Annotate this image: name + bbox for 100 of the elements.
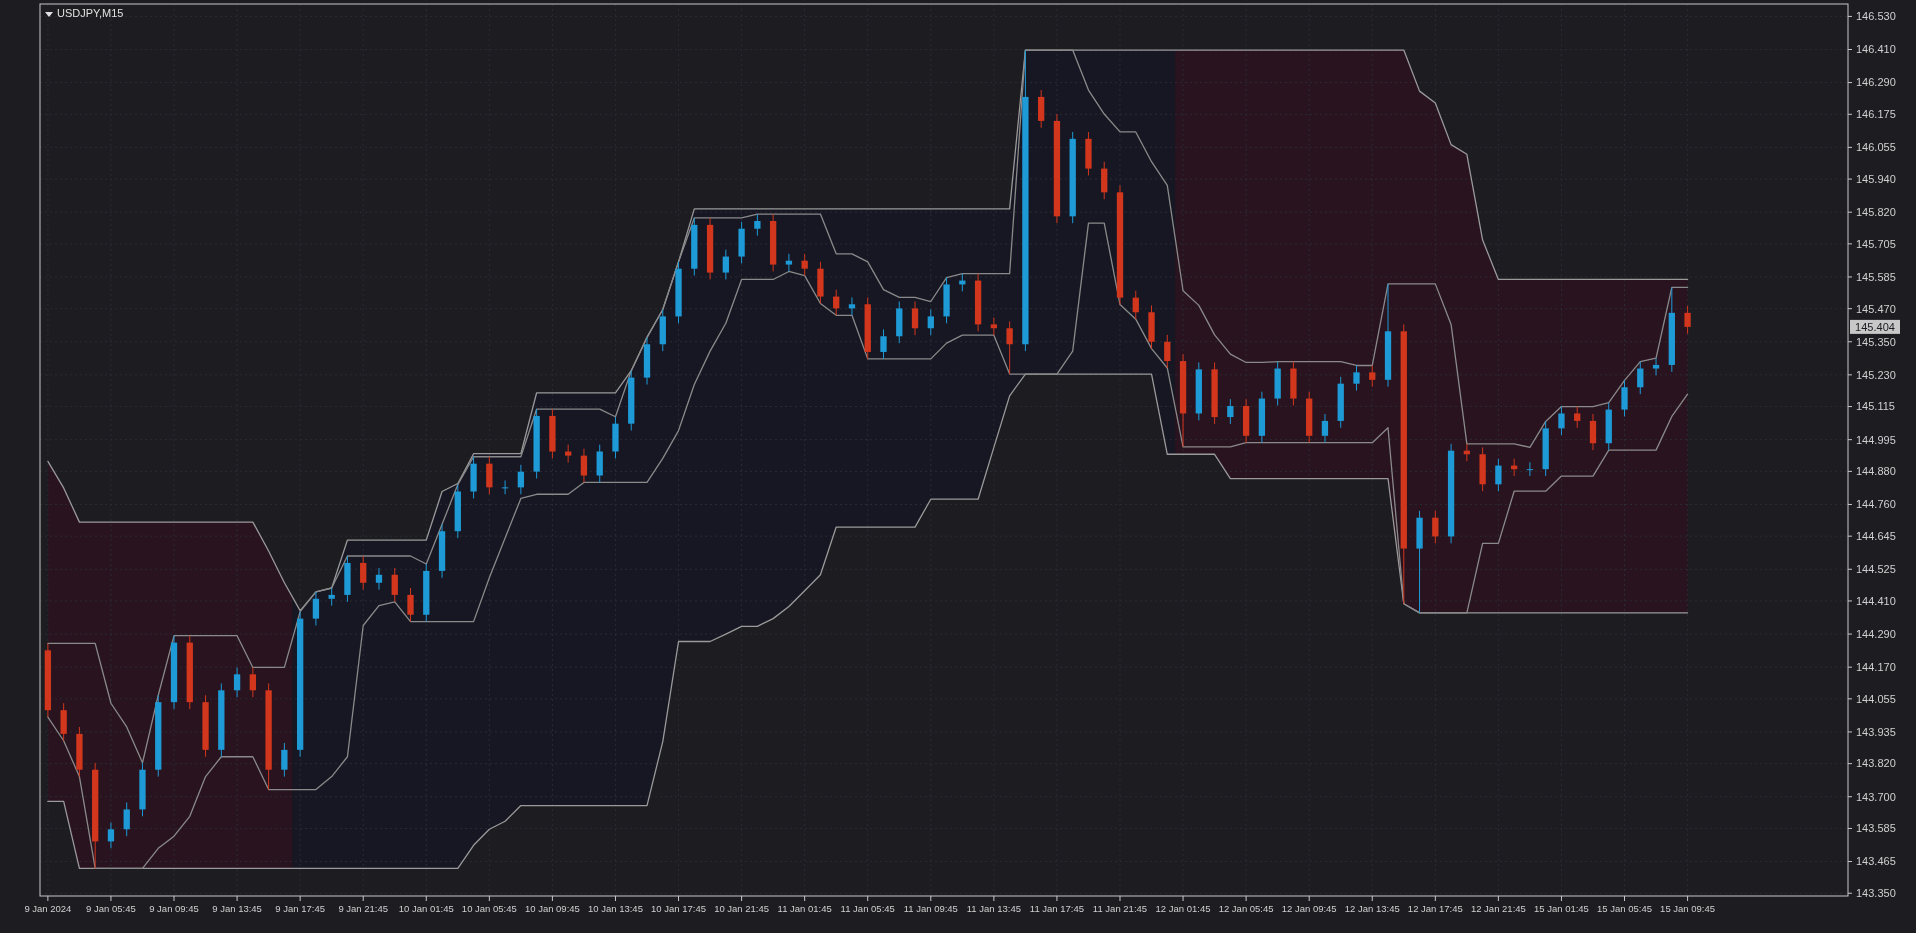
candlestick [1101,161,1108,200]
y-tick-label: 145.705 [1856,237,1896,250]
candlestick [1369,364,1376,388]
y-tick-label: 146.530 [1856,10,1896,23]
x-tick-label: 10 Jan 01:45 [398,903,454,914]
x-tick-label: 15 Jan 01:45 [1533,903,1589,914]
candlestick [1621,379,1628,417]
x-tick-label: 12 Jan 01:45 [1155,903,1211,914]
candlestick [1164,334,1171,369]
y-tick-label: 145.470 [1856,302,1896,315]
candlestick [486,456,493,495]
candlestick [1574,406,1581,429]
x-tick-label: 11 Jan 21:45 [1092,903,1148,914]
y-tick-label: 143.700 [1856,790,1896,803]
y-tick-label: 145.585 [1856,270,1896,283]
candlestick [1637,361,1644,395]
y-tick-label: 143.935 [1856,725,1896,738]
candlestick [990,317,998,336]
x-tick-label: 12 Jan 13:45 [1344,903,1400,914]
candlestick [233,666,241,698]
candlestick [407,587,414,623]
candlestick [1321,413,1329,444]
candlestick [1353,364,1360,392]
line-series [47,222,1689,870]
x-tick-label: 9 Jan 17:45 [275,903,325,914]
y-tick-label: 143.465 [1856,855,1896,868]
line-series [47,49,1689,612]
y-tick-label: 146.055 [1856,141,1896,154]
x-tick-label: 10 Jan 05:45 [461,903,517,914]
candlestick [501,479,509,495]
candlestick [517,464,525,495]
x-tick-label: 10 Jan 09:45 [524,903,580,914]
candlestick [1038,89,1045,129]
candlestick [596,444,603,483]
y-tick-label: 144.290 [1856,627,1896,640]
line-series [47,373,1689,870]
candlestick [375,567,383,591]
candlestick [911,301,919,336]
x-tick-label: 15 Jan 09:45 [1660,903,1716,914]
x-tick-label: 12 Jan 05:45 [1218,903,1274,914]
x-tick-label: 10 Jan 13:45 [588,903,643,914]
candlestick [1652,357,1660,376]
x-tick-label: 15 Jan 05:45 [1597,903,1652,914]
y-tick-label: 146.290 [1856,76,1896,89]
text: 145.404 [1855,320,1895,333]
candlestick [722,249,729,280]
candlestick [880,328,887,360]
candlestick [754,213,761,237]
y-tick-label: 145.940 [1856,172,1896,185]
candlestick [785,253,793,272]
candlestick [123,802,130,837]
y-tick-label: 144.760 [1856,498,1896,511]
candlestick [1006,320,1013,375]
candlestick [1432,510,1439,544]
y-tick-label: 144.880 [1856,465,1896,478]
candlestick [312,591,320,626]
candlestick [801,253,808,277]
candlestick [360,555,367,591]
x-tick-label: 10 Jan 17:45 [651,903,706,914]
candlestick [1684,305,1691,335]
candlestick [927,309,934,336]
x-tick-label: 9 Jan 21:45 [338,903,389,914]
y-tick-label: 145.230 [1856,368,1896,381]
x-tick-label: 12 Jan 09:45 [1281,903,1337,914]
y-tick-label: 145.115 [1856,400,1895,413]
x-tick-label: 9 Jan 13:45 [212,903,262,914]
y-tick-label: 144.995 [1856,433,1896,446]
y-tick-label: 144.525 [1856,563,1896,576]
y-tick-label: 144.645 [1856,530,1896,543]
candlestick [1227,398,1234,425]
line-series [47,49,1689,764]
candlestick [107,821,115,849]
y-tick-label: 145.820 [1856,206,1896,219]
candlestick [281,742,288,778]
y-tick-label: 143.820 [1856,757,1896,770]
x-tick-label: 9 Jan 2024 [24,903,72,914]
y-tick-label: 143.585 [1856,822,1896,835]
candlestick [60,702,67,742]
chart-title: USDJPY,M15 [57,7,124,19]
x-tick-label: 12 Jan 17:45 [1407,903,1463,914]
x-tick-label: 11 Jan 09:45 [903,903,958,914]
x-tick-label: 11 Jan 13:45 [966,903,1021,914]
x-tick-label: 11 Jan 01:45 [777,903,832,914]
y-tick-label: 146.175 [1856,108,1896,121]
x-tick-label: 9 Jan 09:45 [149,903,199,914]
x-tick-label: 9 Jan 05:45 [86,903,136,914]
candlestick [1132,290,1139,320]
candlestick [580,448,588,483]
candlestick [1589,413,1597,451]
candlestick [249,666,256,698]
x-tick-label: 11 Jan 17:45 [1029,903,1085,914]
candlestick [1526,461,1534,477]
candlestick [391,567,398,603]
y-tick-label: 143.350 [1856,887,1896,900]
candlestick [848,296,856,316]
y-tick-label: 144.410 [1856,594,1896,607]
x-tick-label: 12 Jan 21:45 [1470,903,1526,914]
x-tick-label: 10 Jan 21:45 [714,903,770,914]
candlestick [1558,406,1565,436]
y-tick-label: 145.350 [1856,335,1896,348]
